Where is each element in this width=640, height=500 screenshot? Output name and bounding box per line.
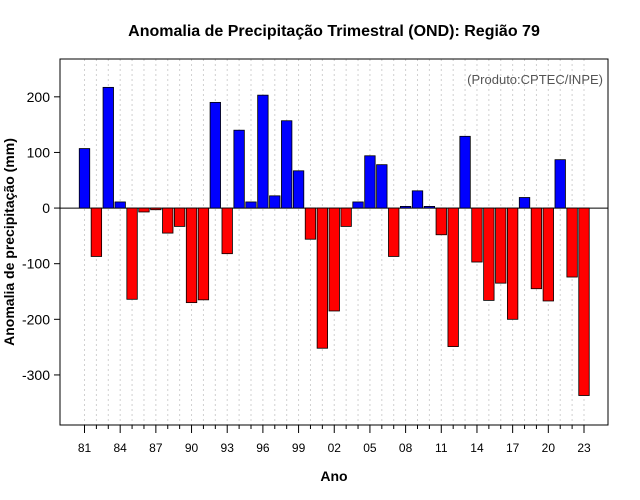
bar-2017	[507, 207, 519, 320]
x-tick-label: 08	[399, 441, 413, 455]
bar-2023	[578, 207, 590, 396]
bar-2019	[530, 207, 543, 290]
x-tick-label: 14	[470, 441, 484, 455]
x-tick-label: 99	[292, 441, 306, 455]
x-tick-label: 84	[113, 441, 127, 455]
bar-2002	[328, 207, 340, 312]
x-tick-label: 81	[78, 441, 92, 455]
bar-2005	[364, 155, 376, 209]
x-tick-label: 87	[149, 441, 163, 455]
bar-1992	[209, 101, 221, 209]
bar-2020	[542, 207, 554, 302]
y-tick-label: -300	[22, 367, 50, 383]
bars	[78, 86, 590, 396]
bar-2003	[340, 207, 352, 227]
credit-text: (Produto:CPTEC/INPE)	[467, 72, 603, 87]
x-tick-label: 02	[328, 441, 342, 455]
bar-2022	[566, 207, 578, 278]
bar-1989	[174, 207, 186, 227]
x-axis-label: Ano	[320, 468, 347, 484]
x-tick-label: 23	[577, 441, 591, 455]
bar-1988	[162, 207, 174, 234]
y-axis: -300 -200 -100 0 100 200	[22, 89, 60, 383]
x-tick-label: 20	[542, 441, 556, 455]
x-tick-label: 90	[185, 441, 199, 455]
y-tick-label: -100	[22, 256, 50, 272]
bar-2021	[554, 159, 566, 209]
bar-1995	[245, 201, 257, 209]
bar-2018	[518, 197, 531, 209]
bar-1998	[281, 120, 293, 209]
y-axis-label: Anomalia de precipitação (mm)	[1, 138, 17, 346]
bar-1994	[233, 129, 245, 209]
chart-title: Anomalia de Precipitação Trimestral (OND…	[128, 23, 540, 40]
bar-2015	[483, 207, 495, 301]
bar-1996	[257, 94, 269, 209]
bar-2010	[423, 206, 436, 209]
bar-1990	[185, 207, 198, 304]
bar-1993	[221, 207, 233, 255]
bar-1987	[150, 207, 162, 211]
bar-2009	[411, 190, 424, 209]
grid-lines	[84, 59, 585, 425]
bar-1986	[138, 207, 150, 213]
bar-2011	[435, 207, 447, 236]
bar-2004	[352, 201, 364, 209]
bar-2007	[388, 207, 400, 257]
bar-2012	[447, 207, 459, 347]
bar-1981	[78, 148, 91, 209]
bar-1985	[126, 207, 138, 300]
x-tick-label: 11	[435, 441, 448, 455]
y-tick-label: 200	[27, 89, 51, 105]
bar-2013	[459, 135, 471, 209]
x-tick-label: 96	[256, 441, 270, 455]
bar-2001	[316, 207, 328, 349]
x-tick-label: 93	[221, 441, 235, 455]
bar-1991	[197, 207, 210, 301]
x-tick-label: 05	[363, 441, 377, 455]
x-tick-label: 17	[506, 441, 520, 455]
bar-1999	[292, 170, 305, 209]
bar-1983	[102, 86, 114, 209]
y-tick-label: 100	[27, 144, 51, 160]
bar-2016	[495, 207, 507, 284]
bar-1982	[90, 207, 103, 257]
x-axis: 81 84 87 90 93 96 99 02 05 08 11 14 17 20 23	[78, 425, 591, 455]
bar-1997	[269, 195, 281, 209]
y-tick-label: -200	[22, 311, 50, 327]
bar-2008	[399, 206, 412, 209]
bar-1984	[114, 201, 126, 209]
bar-2006	[376, 164, 388, 209]
bar-2014	[471, 207, 483, 263]
y-tick-label: 0	[42, 200, 50, 216]
bar-2000	[304, 207, 317, 240]
